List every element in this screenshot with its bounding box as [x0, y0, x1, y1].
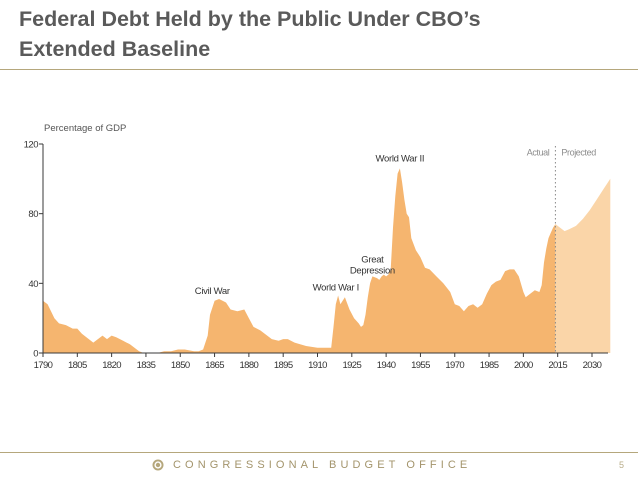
annotation-world-war-i: World War I — [313, 282, 359, 293]
slide-footer: CONGRESSIONAL BUDGET OFFICE 5 — [0, 458, 638, 474]
debt-area-chart: 0 40 80 120 1790 1805 1820 1835 1850 1865 1880 1895… — [24, 123, 611, 371]
title-line-2: Extended Baseline — [19, 37, 211, 61]
slide-title: Federal Debt Held by the Public Under CB… — [19, 4, 481, 64]
chart-axes: 0 40 80 120 1790 1805 1820 1835 1850 1865 1880 1895… — [24, 140, 608, 371]
x-tick-label: 1955 — [411, 360, 430, 371]
actual-label: Actual — [527, 147, 550, 157]
x-tick-label: 2000 — [514, 360, 533, 371]
x-tick-label: 1925 — [342, 360, 361, 371]
y-tick-label: 40 — [28, 279, 38, 290]
annotation-world-war-ii: World War II — [376, 153, 425, 164]
annotation-great-depression: Great Depression — [350, 254, 395, 276]
projected-label: Projected — [561, 147, 596, 157]
footer-org-name: CONGRESSIONAL BUDGET OFFICE — [173, 459, 472, 471]
x-tick-label: 1820 — [102, 360, 121, 371]
x-tick-label: 1985 — [480, 360, 499, 371]
y-tick-label: 0 — [33, 349, 38, 360]
area-actual — [43, 168, 556, 353]
x-tick-label: 1850 — [171, 360, 190, 371]
x-tick-label: 1865 — [205, 360, 224, 371]
footer-divider — [0, 452, 638, 453]
title-divider — [0, 69, 638, 70]
y-axis-label: Percentage of GDP — [44, 123, 126, 134]
x-tick-label: 1880 — [240, 360, 259, 371]
x-tick-label: 1970 — [445, 360, 464, 371]
cbo-logo-icon — [152, 459, 164, 471]
x-tick-label: 1835 — [137, 360, 156, 371]
area-projected — [555, 178, 611, 353]
chart-areas — [43, 146, 611, 353]
title-line-1: Federal Debt Held by the Public Under CB… — [19, 7, 481, 31]
x-tick-label: 1790 — [34, 360, 53, 371]
x-tick-label: 1895 — [274, 360, 293, 371]
x-tick-label: 2015 — [548, 360, 567, 371]
y-tick-label: 80 — [28, 209, 38, 220]
chart-labels: Percentage of GDP Actual Projected Civil Wa… — [44, 123, 597, 297]
x-tick-label: 1910 — [308, 360, 327, 371]
y-tick-label: 120 — [24, 140, 39, 151]
x-tick-label: 1805 — [68, 360, 87, 371]
x-tick-label: 2030 — [583, 360, 602, 371]
annotation-civil-war: Civil War — [195, 286, 230, 297]
x-tick-label: 1940 — [377, 360, 396, 371]
page-number: 5 — [618, 460, 624, 470]
